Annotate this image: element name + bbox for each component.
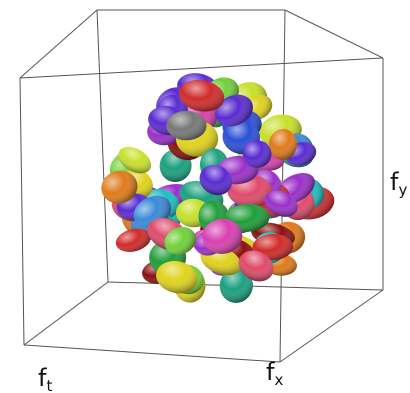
axis-label-sub: y bbox=[398, 181, 407, 199]
figure: ft fx fy bbox=[0, 0, 410, 393]
axis-label-sub: t bbox=[46, 377, 52, 393]
box-edge bbox=[20, 78, 24, 345]
axis-label: fx bbox=[266, 358, 283, 389]
box-edge bbox=[280, 290, 383, 362]
axis-label: fy bbox=[390, 168, 407, 199]
box-edge bbox=[97, 10, 108, 282]
axis-label: ft bbox=[38, 364, 52, 393]
box-edge bbox=[24, 282, 108, 345]
axis-label-sub: x bbox=[274, 371, 283, 389]
blob-cluster bbox=[97, 70, 337, 306]
box-edge bbox=[285, 10, 383, 58]
page: ft fx fy (() => { const data = JSON.pars… bbox=[0, 0, 410, 393]
blob bbox=[166, 111, 206, 141]
blob-shading bbox=[166, 111, 206, 141]
box-edge bbox=[20, 10, 97, 78]
box-edge bbox=[24, 345, 280, 362]
